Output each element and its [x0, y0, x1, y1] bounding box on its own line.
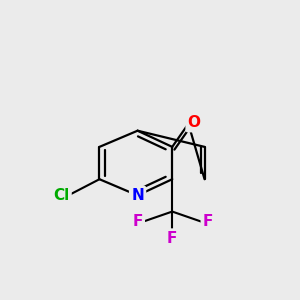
- Text: Cl: Cl: [53, 188, 70, 203]
- Text: F: F: [167, 231, 177, 246]
- Text: F: F: [203, 214, 213, 230]
- Text: F: F: [132, 214, 143, 230]
- Text: O: O: [188, 115, 201, 130]
- Text: N: N: [131, 188, 144, 203]
